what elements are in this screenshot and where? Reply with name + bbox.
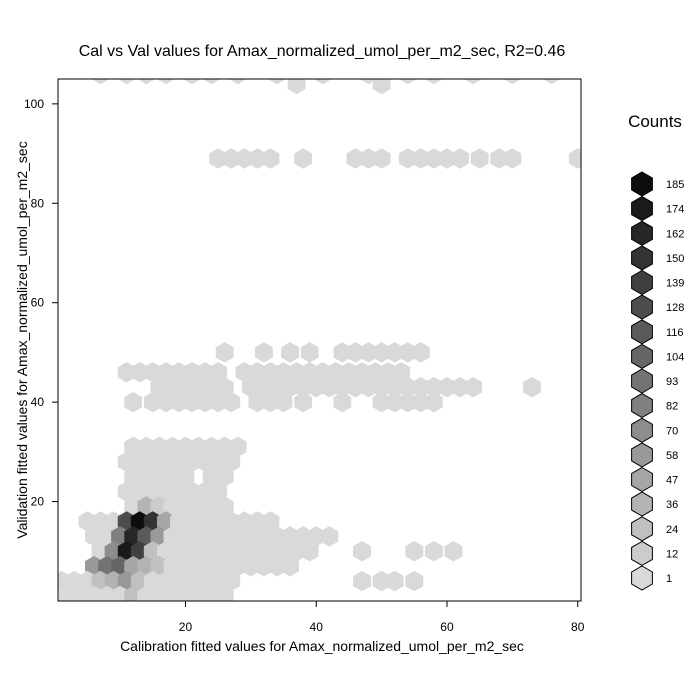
hexbin-cell bbox=[268, 79, 286, 85]
legend-label: 93 bbox=[666, 376, 678, 388]
hexbin-cell bbox=[294, 391, 313, 413]
hexbin-cell bbox=[255, 342, 273, 363]
legend-label: 24 bbox=[666, 524, 678, 536]
hexbin-cell bbox=[405, 541, 424, 562]
legend-label: 58 bbox=[666, 450, 678, 462]
legend-swatch bbox=[631, 343, 653, 369]
legend-swatch bbox=[631, 196, 653, 222]
legend-label: 185 bbox=[666, 179, 684, 191]
hexbin-cell bbox=[424, 79, 443, 85]
legend-swatch bbox=[631, 220, 653, 246]
hexbin-cell bbox=[228, 79, 247, 85]
legend-label: 128 bbox=[666, 302, 684, 314]
hexbin-cell bbox=[385, 570, 404, 592]
x-tick-label: 80 bbox=[571, 620, 585, 634]
hexbin-cell bbox=[183, 79, 201, 85]
hexbin-cell bbox=[503, 148, 522, 169]
hexbin-cell bbox=[424, 541, 443, 562]
hexbin-cell bbox=[124, 391, 143, 413]
legend-label: 162 bbox=[666, 228, 684, 240]
legend-swatch bbox=[631, 466, 653, 493]
x-tick-label: 40 bbox=[310, 620, 324, 634]
hexbin-cell bbox=[405, 570, 424, 592]
legend-label: 47 bbox=[666, 475, 678, 487]
hexbin-cell bbox=[464, 376, 483, 398]
hexbin-cell bbox=[398, 79, 417, 85]
axes: 20 40 60 80 20 40 60 80 100 bbox=[24, 97, 585, 634]
hexbin-cell bbox=[156, 79, 175, 85]
hexbin-cell bbox=[300, 541, 319, 562]
counts-legend: Counts 185 174 162 150 139 128 116 104 93 82 70 58 4… bbox=[628, 112, 684, 591]
hexbin-cell bbox=[117, 79, 136, 85]
hexbin-cell bbox=[372, 79, 391, 95]
hexbin-cell bbox=[222, 391, 241, 413]
legend-label: 104 bbox=[666, 351, 684, 363]
legend-label: 70 bbox=[666, 425, 678, 437]
y-axis-label: Validation fitted values for Amax_normal… bbox=[14, 141, 30, 538]
hexbin-cell bbox=[444, 541, 463, 562]
legend-label: 116 bbox=[666, 327, 684, 339]
y-tick-label: 100 bbox=[24, 97, 44, 111]
legend-swatch bbox=[631, 368, 653, 394]
legend-swatch bbox=[631, 417, 653, 443]
hexbin-cell bbox=[503, 79, 522, 85]
hexbin-cell bbox=[281, 555, 299, 577]
legend-swatch bbox=[631, 491, 653, 517]
hexbin-cell bbox=[215, 342, 234, 363]
hexbin-cell bbox=[261, 148, 280, 169]
plot-frame bbox=[57, 78, 582, 602]
y-tick-label: 60 bbox=[31, 296, 45, 310]
legend-swatch bbox=[631, 171, 653, 197]
hexbin-cell bbox=[372, 148, 391, 169]
x-tick-label: 20 bbox=[179, 620, 193, 634]
hexbin-cell bbox=[523, 376, 541, 398]
hexbin-cell bbox=[274, 391, 293, 413]
x-axis-label: Calibration fitted values for Amax_norma… bbox=[120, 638, 524, 654]
hexbin-cell bbox=[568, 148, 581, 169]
legend-label: 150 bbox=[666, 253, 684, 265]
hexbin-cell bbox=[424, 391, 443, 413]
legend-title: Counts bbox=[628, 112, 682, 131]
legend-swatch bbox=[631, 245, 653, 271]
hexbin-cell bbox=[411, 342, 430, 363]
hexbin-cell bbox=[353, 570, 371, 592]
legend-label: 139 bbox=[666, 278, 684, 290]
hexbin-cells bbox=[58, 79, 581, 601]
legend-swatch bbox=[631, 540, 653, 566]
legend-label: 1 bbox=[666, 573, 672, 585]
hexbin-cell bbox=[464, 79, 483, 85]
hexbin-cell bbox=[281, 342, 299, 363]
legend-swatch bbox=[631, 319, 653, 345]
legend-label: 12 bbox=[666, 548, 678, 560]
legend-swatch bbox=[631, 269, 653, 296]
legend-swatch bbox=[631, 294, 653, 320]
legend-swatch bbox=[631, 442, 653, 468]
hexbin-cell bbox=[313, 79, 332, 85]
hexbin-cell bbox=[294, 148, 313, 169]
legend-label: 36 bbox=[666, 499, 678, 511]
hexbin-cell bbox=[542, 79, 561, 85]
hexbin-cell bbox=[353, 541, 371, 562]
hexbin-cell bbox=[287, 79, 306, 95]
legend-swatch bbox=[631, 516, 653, 542]
hexbin-cell bbox=[91, 79, 110, 85]
chart-title: Cal vs Val values for Amax_normalized_um… bbox=[79, 43, 566, 60]
y-tick-label: 20 bbox=[31, 495, 45, 509]
hexbin-cell bbox=[320, 526, 339, 547]
legend-label: 82 bbox=[666, 401, 678, 413]
hexbin-cell bbox=[202, 79, 221, 85]
hexbin-cell bbox=[470, 148, 489, 169]
hexbin-cell bbox=[137, 79, 156, 85]
hexbin-cell bbox=[300, 342, 319, 363]
legend-label: 174 bbox=[666, 204, 684, 216]
hexbin-cell bbox=[215, 585, 234, 601]
y-tick-label: 80 bbox=[31, 196, 45, 210]
legend-swatch bbox=[631, 393, 653, 419]
legend-swatch bbox=[631, 565, 653, 591]
hexbin-cell bbox=[333, 391, 352, 413]
x-tick-label: 60 bbox=[440, 620, 454, 634]
y-tick-label: 40 bbox=[31, 395, 45, 409]
hexbin-cell bbox=[451, 148, 469, 169]
